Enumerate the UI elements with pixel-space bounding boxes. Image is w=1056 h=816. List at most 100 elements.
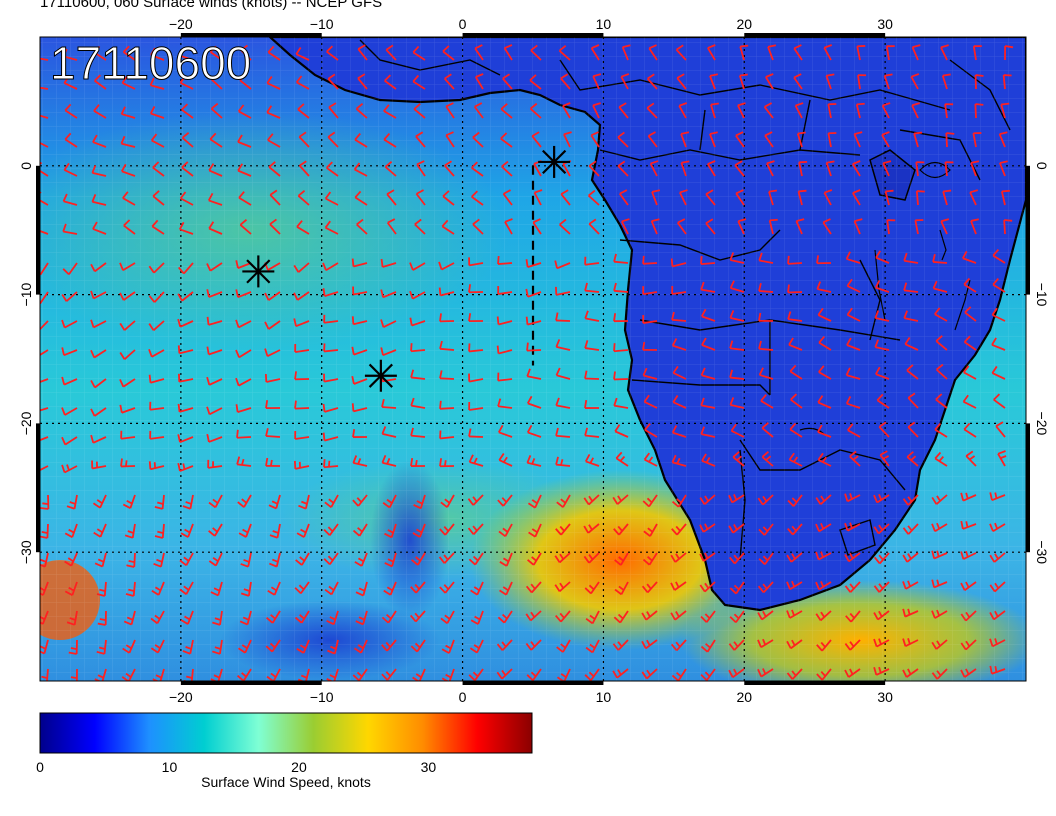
wind-barb: [757, 494, 774, 506]
wind-barb: [182, 494, 194, 510]
wind-barb: [816, 255, 832, 265]
wind-barb: [817, 452, 832, 467]
wind-barb: [878, 421, 890, 438]
wind-barb: [90, 290, 107, 300]
wind-barb: [906, 451, 919, 467]
wind-barb: [269, 552, 281, 568]
wind-barb: [148, 374, 165, 384]
wind-barb: [650, 218, 660, 235]
wind-barb: [439, 340, 455, 351]
lon-tick-label-top: 20: [736, 16, 752, 32]
wind-barb: [707, 44, 716, 61]
wind-barb: [324, 191, 339, 206]
wind-barb: [701, 453, 716, 467]
wind-barb: [852, 160, 861, 177]
wind-barb: [383, 581, 397, 596]
wind-barb: [612, 494, 629, 505]
wind-barb: [643, 523, 658, 537]
lat-tick-label-right: −30: [1034, 540, 1050, 564]
wind-barb: [732, 451, 745, 467]
wind-barb: [881, 102, 891, 119]
wind-barb: [91, 165, 107, 177]
wind-barb: [798, 161, 808, 177]
wind-barb: [699, 581, 716, 593]
wind-barb: [709, 73, 718, 90]
wind-barb: [555, 312, 571, 322]
wind-barb: [269, 218, 281, 235]
wind-barb: [815, 551, 832, 561]
wind-barb: [532, 218, 542, 235]
wind-barb: [355, 581, 368, 597]
lat-tick-label-left: −10: [18, 283, 34, 307]
wind-barb: [123, 610, 136, 626]
wind-barb: [963, 365, 977, 380]
wind-barb: [556, 494, 571, 508]
wind-barb: [122, 45, 136, 61]
wind-barb: [445, 102, 455, 119]
wind-barb: [1003, 219, 1013, 235]
wind-barb: [237, 104, 252, 119]
wind-barb: [844, 522, 861, 532]
wind-barb: [671, 311, 687, 322]
wind-barb: [266, 75, 281, 90]
wind-barb: [857, 74, 867, 90]
wind-barb: [525, 316, 542, 326]
wind-barb: [647, 131, 658, 148]
wind-barb: [641, 668, 658, 680]
wind-barb: [873, 523, 890, 535]
wind-barb: [235, 349, 252, 359]
wind-barb: [355, 102, 368, 119]
wind-barb: [438, 261, 455, 271]
wind-barb: [323, 552, 339, 566]
wind-barb: [92, 221, 107, 235]
frame-ticks: [36, 33, 1030, 685]
wind-barb: [152, 161, 165, 177]
wind-barb: [354, 133, 368, 148]
wind-barb: [555, 427, 571, 438]
wind-barb: [735, 131, 745, 148]
wind-barb: [351, 403, 368, 413]
wind-barb: [758, 552, 774, 566]
wind-barb: [709, 131, 718, 148]
wind-barb: [907, 392, 919, 409]
wind-barb: [471, 190, 484, 206]
wind-barb: [738, 73, 748, 90]
wind-barb: [758, 340, 774, 351]
wind-barb: [294, 344, 310, 353]
wind-barb: [468, 257, 484, 267]
wind-barb: [940, 218, 950, 235]
wind-barb: [527, 395, 542, 409]
lon-tick-label-bottom: −10: [310, 689, 334, 705]
wind-barb: [206, 346, 223, 356]
wind-barb: [208, 523, 223, 537]
wind-barb: [931, 609, 948, 619]
wind-barb: [90, 349, 107, 359]
wind-barb: [412, 45, 426, 61]
wind-barb: [914, 219, 924, 235]
wind-barb: [644, 423, 658, 438]
wind-barb: [149, 430, 165, 440]
wind-barb: [40, 262, 49, 276]
wind-barb: [560, 73, 571, 90]
wind-barb: [529, 102, 542, 119]
wind-barb: [527, 494, 542, 509]
wind-barb: [148, 349, 165, 358]
wind-barb: [613, 371, 629, 381]
wind-barb: [786, 668, 803, 680]
wind-barb: [298, 160, 310, 177]
wind-barb: [613, 282, 629, 293]
wind-barb: [1002, 74, 1012, 90]
wind-barb: [96, 581, 107, 597]
wind-barb: [728, 668, 745, 679]
wind-barb: [903, 252, 919, 264]
wind-barb: [386, 189, 397, 206]
wind-barb: [734, 160, 745, 177]
wind-barb: [496, 668, 513, 680]
wind-barb: [323, 373, 339, 383]
wind-barb: [236, 429, 252, 439]
wind-barb: [61, 436, 78, 446]
wind-barb: [294, 371, 310, 381]
wind-barb: [786, 609, 803, 619]
wind-barb: [962, 394, 977, 409]
wind-barb: [844, 639, 861, 651]
